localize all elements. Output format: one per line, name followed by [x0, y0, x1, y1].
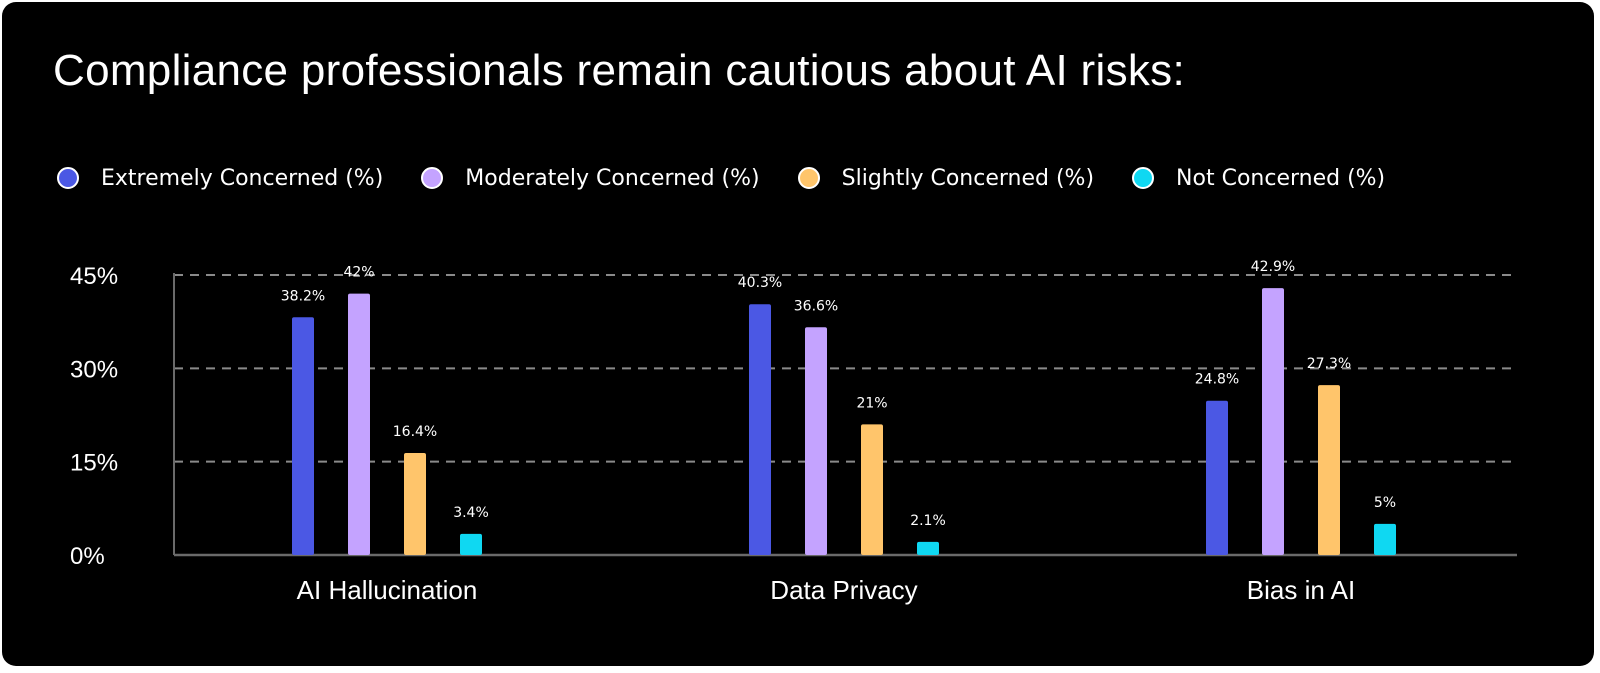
- data-label: 2.1%: [910, 513, 946, 529]
- bar: [749, 304, 771, 555]
- data-label: 16.4%: [393, 424, 437, 440]
- legend-swatch: [57, 167, 79, 189]
- bar: [1262, 288, 1284, 555]
- bar: [805, 327, 827, 555]
- chart-title: Compliance professionals remain cautious…: [53, 46, 1186, 95]
- x-tick-label: Bias in AI: [1247, 575, 1355, 605]
- data-label: 36.6%: [794, 298, 838, 314]
- legend-item: Slightly Concerned (%): [797, 165, 1095, 191]
- bar: [1206, 400, 1228, 555]
- data-label: 40.3%: [738, 275, 782, 291]
- bar: [1318, 385, 1340, 555]
- legend-label: Moderately Concerned (%): [465, 165, 760, 191]
- data-label: 27.3%: [1307, 356, 1351, 372]
- bar: [861, 424, 883, 555]
- bar: [1374, 523, 1396, 555]
- y-tick-label: 45%: [70, 263, 118, 290]
- data-label: 24.8%: [1195, 372, 1239, 388]
- data-label: 42%: [343, 265, 374, 281]
- bar: [348, 293, 370, 555]
- bar: [917, 541, 939, 555]
- legend-swatch: [797, 167, 820, 189]
- data-label: 21%: [856, 395, 887, 411]
- legend-swatch: [421, 167, 444, 189]
- legend-label: Not Concerned (%): [1176, 165, 1386, 191]
- legend-label: Extremely Concerned (%): [101, 165, 384, 191]
- chart-legend: Extremely Concerned (%) Moderately Concer…: [57, 162, 1423, 194]
- legend-item: Extremely Concerned (%): [57, 166, 383, 191]
- x-tick-label: AI Hallucination: [297, 575, 478, 605]
- legend-item: Moderately Concerned (%): [421, 165, 760, 191]
- legend-label: Slightly Concerned (%): [841, 165, 1095, 191]
- y-tick-label: 0%: [70, 543, 105, 570]
- y-tick-label: 15%: [70, 450, 118, 477]
- bar: [404, 452, 426, 555]
- data-label: 38.2%: [281, 288, 325, 304]
- x-tick-label: Data Privacy: [770, 575, 917, 605]
- legend-swatch: [1132, 167, 1155, 189]
- legend-item: Not Concerned (%): [1132, 166, 1385, 191]
- bar: [292, 317, 314, 555]
- data-label: 5%: [1374, 495, 1396, 511]
- data-label: 42.9%: [1251, 259, 1295, 275]
- bar: [460, 533, 482, 555]
- y-tick-label: 30%: [70, 356, 118, 383]
- data-label: 3.4%: [453, 505, 489, 521]
